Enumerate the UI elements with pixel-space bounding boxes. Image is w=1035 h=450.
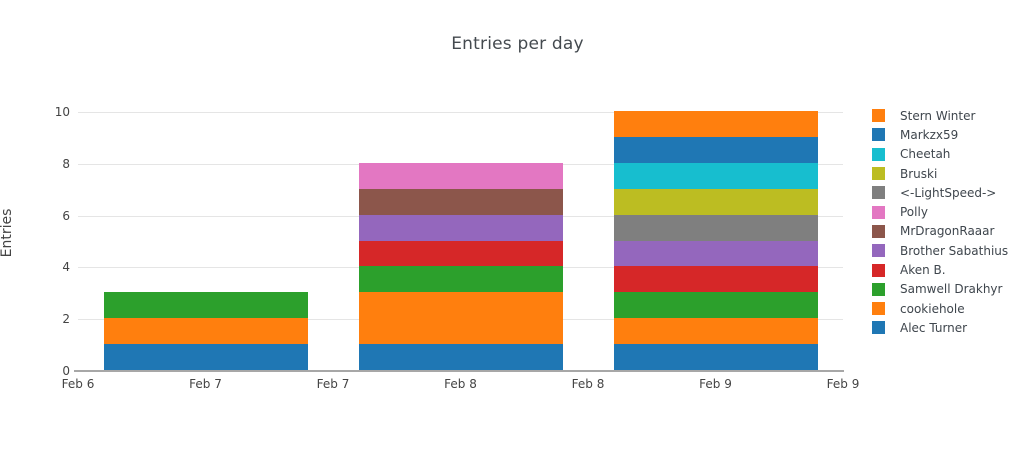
- bar-segment[interactable]: [613, 162, 818, 189]
- y-tick-label: 8: [62, 156, 70, 171]
- bar-segment[interactable]: [358, 188, 563, 215]
- x-tick-label: Feb 8: [444, 377, 477, 391]
- y-tick-label: 4: [62, 260, 70, 275]
- legend: Stern Winter Markzx59 Cheetah Bruski <-Light…: [872, 106, 1008, 338]
- x-tick-label: Feb 7: [189, 377, 222, 391]
- x-tick-label: Feb 7: [316, 377, 350, 391]
- legend-swatch-icon: [872, 167, 885, 181]
- bar-segment[interactable]: [613, 214, 818, 241]
- bar-segment[interactable]: [103, 292, 308, 319]
- bar-segment[interactable]: [358, 266, 563, 293]
- legend-label: Cheetah: [900, 147, 951, 162]
- legend-item[interactable]: Brother Sabathius: [872, 241, 1008, 260]
- bar-segment[interactable]: [613, 188, 818, 215]
- bar-segment[interactable]: [613, 266, 818, 293]
- legend-swatch-icon: [872, 147, 885, 161]
- y-tick-label: 10: [54, 105, 70, 119]
- bar-segment[interactable]: [103, 318, 308, 345]
- legend-swatch-icon: [872, 321, 885, 335]
- bar-segment[interactable]: [358, 162, 563, 189]
- bar-feb-8: [358, 111, 563, 370]
- bar-segment[interactable]: [613, 111, 818, 137]
- x-tick-label: Feb 9: [699, 377, 732, 391]
- legend-item[interactable]: Cheetah: [872, 145, 1008, 164]
- legend-label: Aken B.: [900, 263, 946, 278]
- bar-segment[interactable]: [358, 240, 563, 267]
- bar-feb-9: [613, 111, 818, 370]
- bar-feb-7: [103, 111, 308, 370]
- legend-label: Polly: [900, 205, 928, 220]
- legend-label: MrDragonRaaar: [900, 224, 995, 239]
- legend-item[interactable]: Samwell Drakhyr: [872, 280, 1008, 299]
- legend-label: Samwell Drakhyr: [900, 282, 1003, 297]
- legend-swatch-icon: [872, 224, 885, 238]
- bar-segment[interactable]: [613, 136, 818, 163]
- legend-swatch-icon: [872, 205, 885, 219]
- legend-swatch-icon: [872, 109, 885, 123]
- legend-label: Alec Turner: [900, 320, 968, 335]
- chart-title: Entries per day: [451, 34, 584, 54]
- legend-item[interactable]: <-LightSpeed->: [872, 183, 1008, 202]
- y-tick-label: 0: [62, 364, 70, 378]
- y-tick-label: 2: [62, 312, 70, 327]
- legend-swatch-icon: [872, 186, 885, 200]
- legend-swatch-icon: [872, 128, 885, 142]
- legend-label: Stern Winter: [900, 108, 976, 123]
- legend-label: Brother Sabathius: [900, 243, 1009, 258]
- plot-area: [78, 111, 843, 371]
- bar-segment[interactable]: [613, 344, 818, 370]
- legend-label: cookiehole: [900, 301, 965, 316]
- x-axis-line: [74, 370, 844, 372]
- x-tick-label: Feb 6: [61, 377, 95, 391]
- legend-item[interactable]: cookiehole: [872, 299, 1008, 318]
- legend-label: <-LightSpeed->: [900, 185, 997, 200]
- legend-item[interactable]: Markzx59: [872, 125, 1008, 144]
- legend-item[interactable]: Alec Turner: [872, 318, 1008, 337]
- legend-item[interactable]: Polly: [872, 202, 1008, 221]
- bar-segment[interactable]: [613, 292, 818, 319]
- gridline: [78, 112, 843, 113]
- legend-swatch-icon: [872, 244, 885, 258]
- legend-item[interactable]: Stern Winter: [872, 106, 1008, 125]
- legend-label: Markzx59: [900, 127, 959, 142]
- bar-segment[interactable]: [613, 318, 818, 345]
- legend-item[interactable]: Bruski: [872, 164, 1008, 183]
- x-tick-label: Feb 8: [571, 377, 605, 391]
- bar-segment[interactable]: [358, 344, 563, 370]
- bar-segment[interactable]: [613, 240, 818, 267]
- x-tick-label: Feb 9: [826, 377, 860, 391]
- y-tick-label: 6: [62, 208, 70, 223]
- legend-swatch-icon: [872, 302, 885, 316]
- legend-item[interactable]: MrDragonRaaar: [872, 222, 1008, 241]
- y-axis-title: Entries: [0, 208, 15, 258]
- bar-segment[interactable]: [358, 292, 563, 345]
- legend-label: Bruski: [900, 166, 938, 181]
- legend-swatch-icon: [872, 263, 885, 277]
- legend-swatch-icon: [872, 282, 885, 296]
- bar-segment[interactable]: [358, 214, 563, 241]
- legend-item[interactable]: Aken B.: [872, 260, 1008, 279]
- bar-segment[interactable]: [103, 344, 308, 370]
